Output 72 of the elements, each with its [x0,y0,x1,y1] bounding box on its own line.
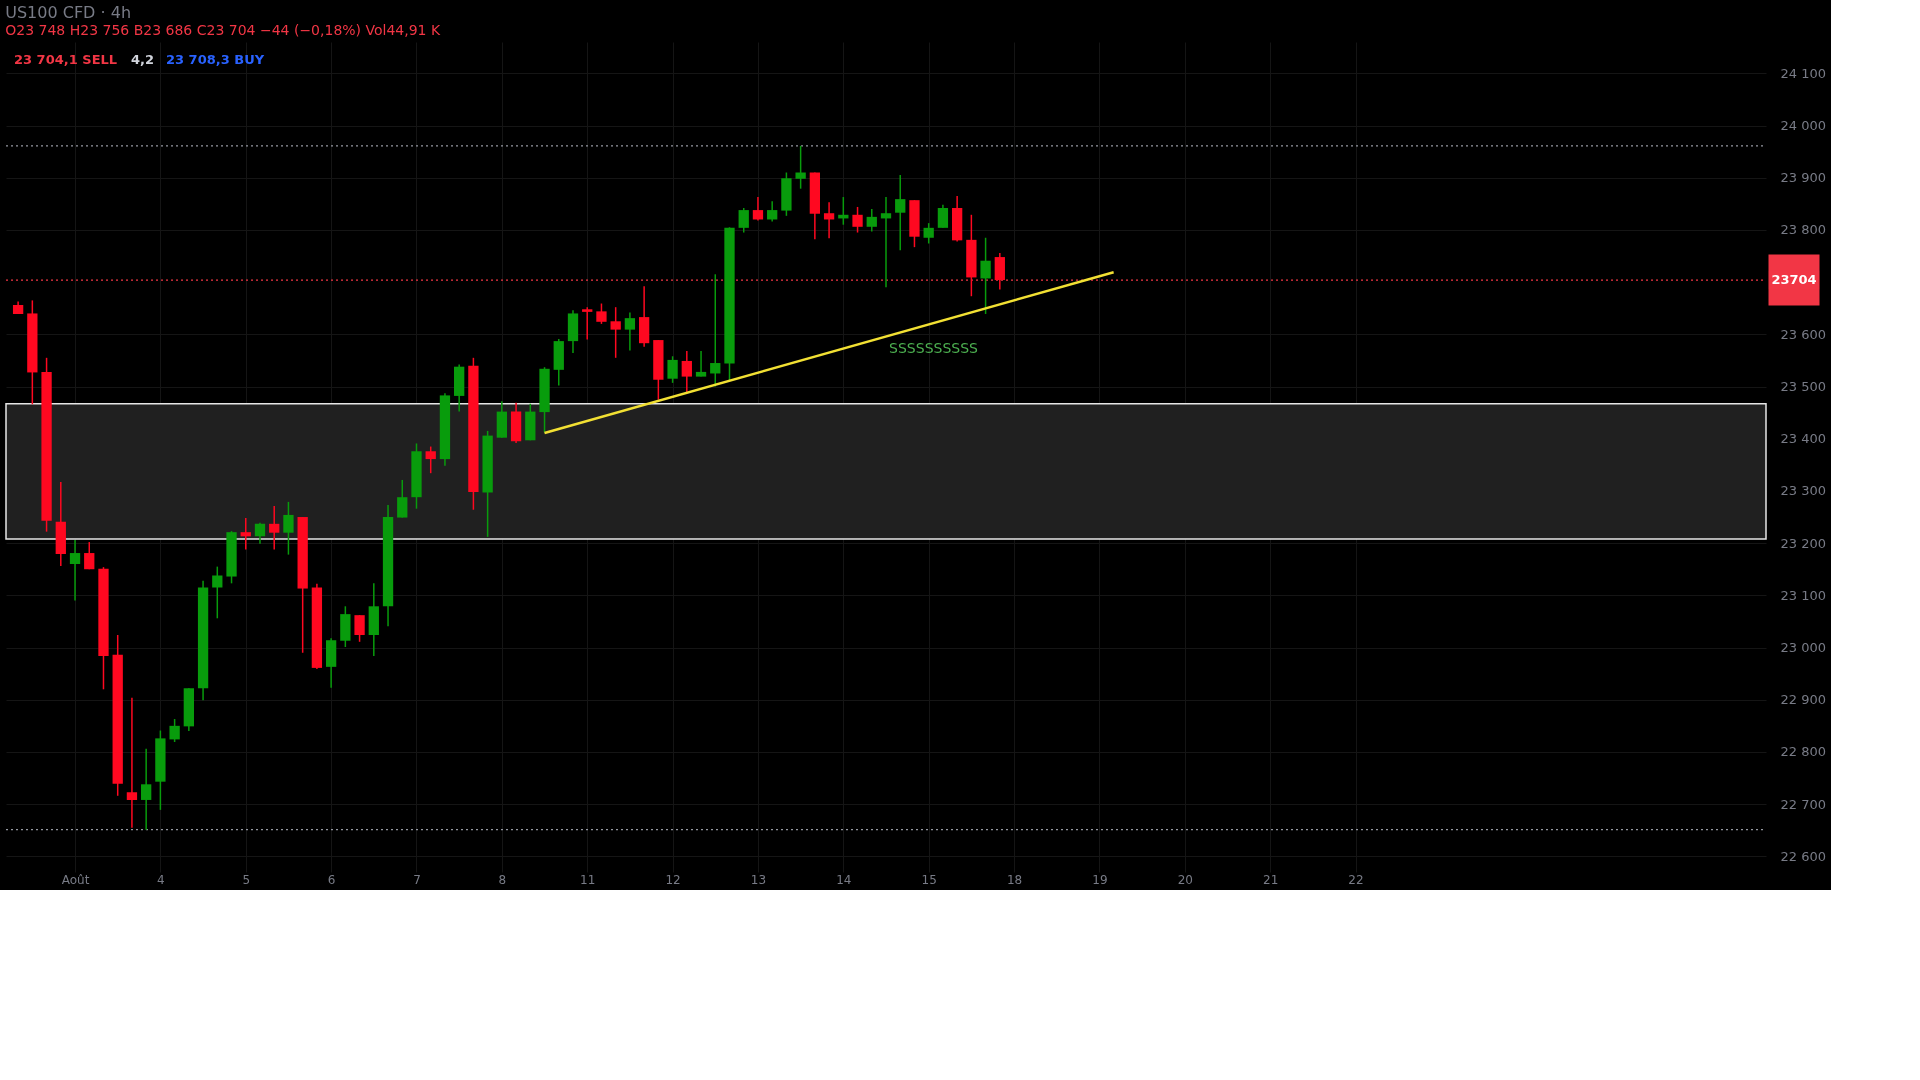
candlestick [354,614,365,643]
y-tick-label: 23 900 [1780,170,1826,186]
x-tick-label: 18 [1006,872,1023,887]
candlestick [269,505,280,551]
y-tick-label: 23 400 [1780,431,1826,447]
candlestick [866,208,877,233]
candlestick [582,306,593,341]
x-tick-label: 20 [1177,872,1193,887]
candlestick [141,748,152,831]
candlestick [752,196,764,222]
candlestick [767,200,778,223]
candlestick [880,196,892,289]
x-tick-label: 6 [327,872,336,887]
y-tick-label: 23 800 [1780,222,1826,238]
annotation: SSSSSSSSSS [889,340,979,357]
x-tick-label: 5 [242,872,251,887]
candlestick [895,174,906,252]
y-tick-label: 24 100 [1780,65,1826,81]
candlestick [710,273,721,388]
candlestick [254,522,266,545]
y-tick-label: 23 300 [1780,483,1826,499]
y-tick-label: 23 200 [1780,535,1826,551]
ref-line-label: 23704 [1771,272,1817,288]
candlestick [980,237,991,315]
candlestick [923,222,934,245]
candlestick [126,696,138,829]
x-tick-label: 4 [157,872,165,887]
x-tick-label: 12 [665,872,681,887]
candlestick [283,501,294,556]
y-tick-label: 23 600 [1780,326,1826,342]
candlestick [994,252,1005,291]
y-tick-label: 23 500 [1780,379,1826,395]
candlestick [738,207,749,234]
chart-subtitle: O23 748 H23 756 B23 686 C23 704 −44 (−0,18%) Vol44,91 K [5,22,441,38]
candlestick [610,306,621,359]
x-tick-label: 19 [1092,872,1108,887]
x-tick-label: 14 [836,872,852,887]
y-tick-label: 22 600 [1780,848,1826,864]
candlestick [169,718,180,743]
y-tick-label: 23 000 [1780,640,1826,656]
x-tick-label: 11 [580,872,596,887]
candlestick [596,302,607,325]
x-tick-label: 7 [413,872,421,887]
candlestick [624,311,636,352]
y-tick-label: 24 000 [1780,118,1826,134]
candlestick [84,541,95,570]
x-tick-label: 22 [1348,872,1364,887]
candlestick [695,350,707,378]
candlestick [681,350,692,395]
chart-title: US100 CFD · 4h [5,3,132,22]
candlestick [69,539,81,602]
x-tick-label: 13 [750,872,767,887]
y-tick-label: 22 700 [1780,796,1826,812]
y-tick-label: 22 800 [1780,744,1826,760]
candlestick [852,206,863,234]
candlestick [425,445,436,474]
x-tick-label: 8 [498,872,507,887]
x-tick-label: 15 [921,872,937,887]
candlestick [397,479,408,519]
annotation: 23 704,1 SELL [14,52,118,67]
x-tick-label: 21 [1263,872,1279,887]
candlestick [667,355,678,384]
y-tick-label: 23 100 [1780,587,1826,603]
x-tick-label: Août [61,872,90,887]
candlestick [823,201,835,240]
candlestick [212,565,223,620]
annotation: 4,2 [131,52,155,67]
y-tick-label: 22 900 [1780,692,1826,708]
annotation: 23 708,3 BUY [166,52,265,67]
candlestick [240,517,251,551]
candlestick [937,204,949,229]
candlestick [795,145,806,190]
